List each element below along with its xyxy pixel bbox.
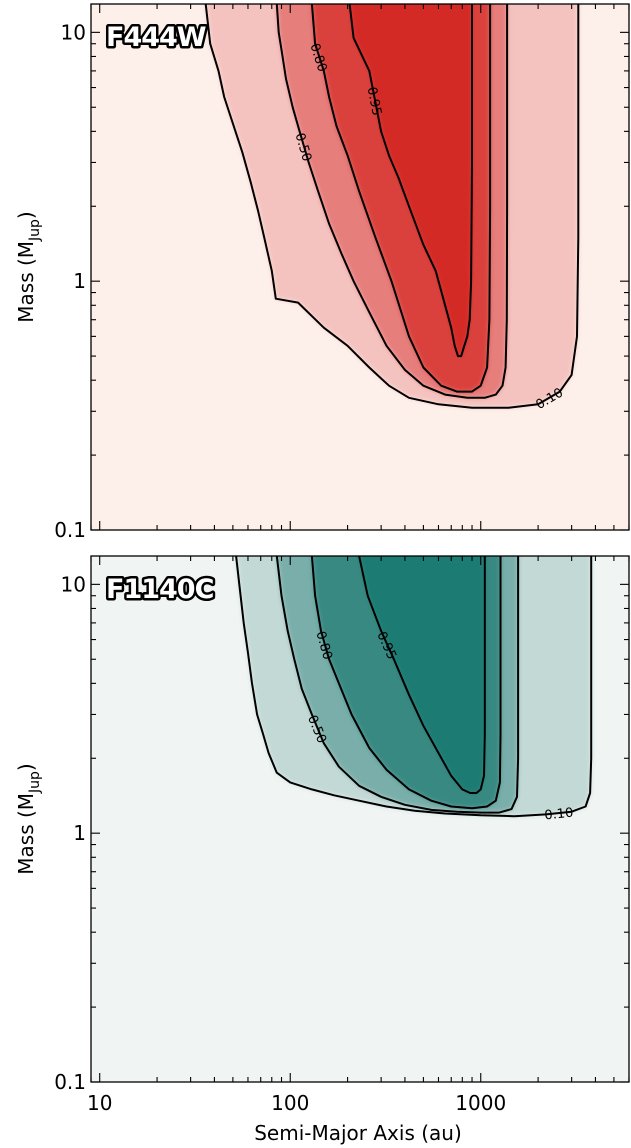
contour-label-text: 0.10 (544, 806, 574, 824)
y-axis-title: Mass (MJup) (14, 211, 43, 322)
contour-lines (204, 4, 580, 409)
contour-line (235, 556, 593, 818)
axis-ticks: 0.1 1 10 (54, 4, 630, 542)
plot-frame (90, 3, 630, 531)
y-tick-label: 1 (73, 821, 86, 845)
filter-label: F444W (106, 22, 206, 53)
contour-line (310, 4, 492, 393)
contour-line (358, 556, 486, 794)
x-tick-label: 1000 (455, 1091, 506, 1115)
contour-label: 0.10 (544, 806, 574, 824)
y-tick-label: 10 (61, 572, 86, 596)
probability-map (236, 556, 592, 817)
contour-line (204, 4, 580, 409)
contour-lines (235, 556, 593, 818)
x-tick-label: 100 (271, 1091, 309, 1115)
contour-line (348, 4, 473, 358)
contour-line (310, 556, 502, 810)
probability-region (349, 4, 472, 357)
plot-frame (90, 555, 630, 1083)
contour-label-text: 0.95 (364, 86, 384, 117)
probability-region (359, 556, 485, 793)
y-tick-label: 0.1 (54, 518, 86, 542)
probability-map (205, 4, 579, 408)
contour-line (275, 4, 509, 399)
contour-line (275, 556, 520, 814)
y-axis-title: Mass (MJup) (14, 763, 43, 874)
y-tick-label: 10 (61, 20, 86, 44)
contour-label: 0.95 (364, 86, 384, 117)
y-tick-label: 1 (73, 269, 86, 293)
axis-ticks: 0.1 1 10 10 100 1000 (54, 556, 630, 1115)
y-tick-label: 0.1 (54, 1070, 86, 1094)
x-tick-label: 10 (87, 1091, 112, 1115)
filter-label: F1140C (106, 574, 214, 605)
x-axis-title: Semi-Major Axis (au) (254, 1121, 462, 1145)
